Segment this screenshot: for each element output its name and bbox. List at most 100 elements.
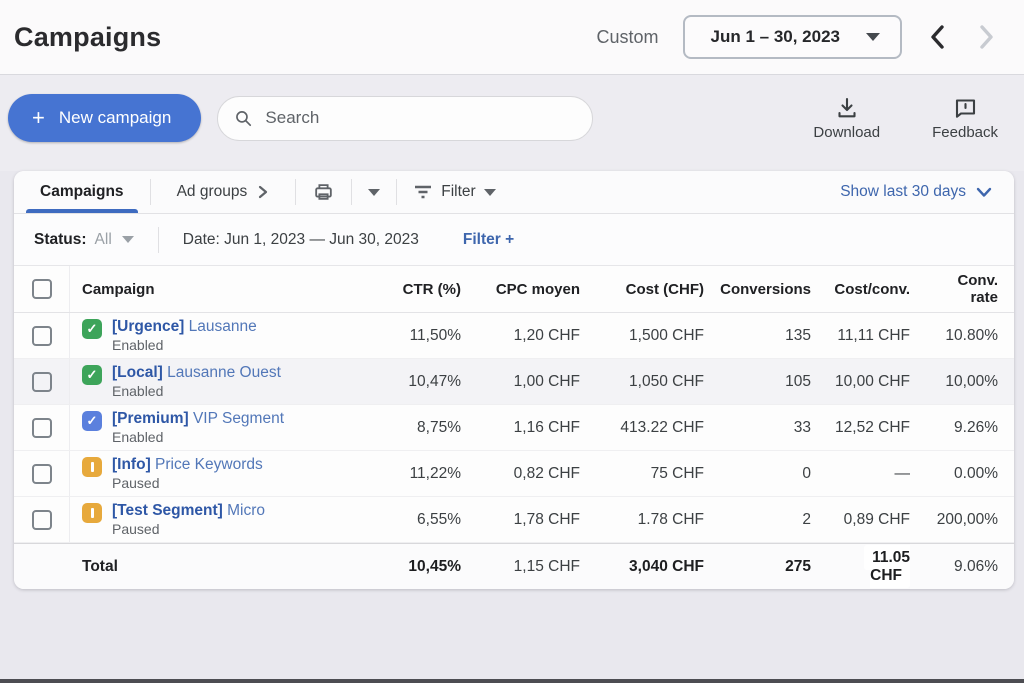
previous-period-button[interactable]: [926, 23, 950, 51]
show-last-label: Show last 30 days: [840, 183, 966, 200]
row-checkbox[interactable]: [31, 417, 52, 438]
row-checkbox-cell: [14, 451, 70, 496]
chevron-left-icon: [931, 25, 944, 49]
campaign-status: Enabled: [112, 429, 164, 446]
conv-rate-cell: 9.26%: [954, 418, 998, 436]
add-filter-button[interactable]: Filter +: [462, 230, 515, 248]
feedback-icon: [955, 98, 975, 118]
row-checkbox[interactable]: [31, 371, 52, 392]
campaign-link[interactable]: [Local] Lausanne Ouest: [112, 364, 281, 381]
selected-status-icon: ✓: [82, 410, 102, 431]
download-label: Download: [813, 123, 881, 141]
column-header-ctr[interactable]: CTR (%): [402, 280, 461, 298]
feedback-label: Feedback: [932, 123, 998, 141]
conv-rate-cell: 10.80%: [945, 326, 998, 344]
column-header-cost-conv[interactable]: Cost/conv.: [834, 280, 910, 298]
page-title: Campaigns: [14, 21, 162, 52]
search-input[interactable]: [265, 108, 577, 128]
top-header: Campaigns Custom Jun 1 – 30, 2023: [0, 0, 1024, 75]
campaign-link[interactable]: [Test Segment] Micro: [112, 502, 265, 519]
paused-status-icon: [82, 502, 102, 523]
divider: [157, 226, 159, 253]
toolbar: + New campaign Download Feedback: [0, 75, 1024, 171]
new-campaign-button[interactable]: + New campaign: [8, 94, 202, 142]
filter-label: Filter: [441, 183, 476, 200]
cost-cell: 413.22 CHF: [620, 418, 704, 436]
campaign-status: Enabled: [112, 383, 164, 400]
column-header-campaign[interactable]: Campaign: [82, 280, 155, 298]
campaign-name-bracket: [Test Segment]: [112, 501, 223, 519]
conversions-cell: 33: [793, 418, 811, 436]
total-cost: 3,040 CHF: [629, 557, 704, 575]
ctr-cell: 6,55%: [417, 510, 461, 528]
total-cpc: 1,15 CHF: [513, 557, 580, 575]
chevron-right-icon: [259, 185, 268, 199]
column-header-cpc[interactable]: CPC moyen: [495, 280, 580, 298]
total-row: Total 10,45% 1,15 CHF 3,040 CHF 275 11.0…: [14, 543, 1014, 589]
cost-conv-cell: 0,89 CHF: [843, 510, 910, 528]
download-button[interactable]: Download: [813, 96, 880, 141]
campaign-name: Lausanne: [188, 317, 257, 335]
chevron-down-icon: [976, 187, 992, 197]
chevron-down-icon: [866, 33, 880, 41]
filter-button[interactable]: Filter: [397, 171, 511, 213]
print-button[interactable]: [296, 171, 351, 213]
chevron-down-icon: [483, 188, 496, 196]
paused-status-icon: [82, 456, 102, 477]
next-period-button[interactable]: [974, 23, 998, 51]
campaign-cell: ✓ [Local] Lausanne Ouest Enabled: [70, 364, 382, 399]
toolbar-actions: Download Feedback: [813, 96, 998, 141]
table-row: [Info] Price Keywords Paused 11,22% 0,82…: [14, 451, 1014, 497]
status-value: All: [94, 230, 112, 248]
row-checkbox-cell: [14, 405, 70, 450]
ctr-cell: 11,22%: [409, 464, 461, 482]
total-cost-conv-value: 11.05 CHF: [864, 544, 910, 588]
columns-dropdown-button[interactable]: [352, 171, 396, 213]
date-range-value: Jun 1 – 30, 2023: [710, 27, 840, 46]
select-all-checkbox[interactable]: [31, 279, 52, 299]
tab-campaigns[interactable]: Campaigns: [14, 171, 150, 213]
ctr-cell: 11,50%: [409, 326, 461, 344]
total-conversions: 275: [785, 557, 811, 575]
tab-ad-groups-label: Ad groups: [176, 183, 248, 200]
campaign-cell: [Test Segment] Micro Paused: [70, 502, 382, 537]
status-filter-dropdown[interactable]: Status: All: [34, 231, 134, 249]
column-header-conv-rate[interactable]: Conv. rate: [957, 272, 998, 306]
campaign-link[interactable]: [Urgence] Lausanne: [112, 318, 257, 335]
enabled-status-icon: ✓: [82, 318, 102, 339]
tab-ad-groups[interactable]: Ad groups: [151, 171, 296, 213]
campaign-cell: ✓ [Urgence] Lausanne Enabled: [70, 318, 382, 353]
cost-conv-cell: 10,00 CHF: [835, 372, 910, 390]
cost-cell: 75 CHF: [650, 464, 704, 482]
row-checkbox[interactable]: [31, 325, 52, 346]
campaign-link[interactable]: [Info] Price Keywords: [112, 456, 263, 473]
cost-cell: 1.78 CHF: [637, 510, 704, 528]
row-checkbox[interactable]: [31, 463, 52, 484]
campaign-name: Micro: [227, 501, 266, 519]
conv-rate-cell: 10,00%: [945, 372, 998, 390]
table-row: ✓ [Local] Lausanne Ouest Enabled 10,47% …: [14, 359, 1014, 405]
search-box[interactable]: [217, 95, 594, 141]
campaign-status: Paused: [112, 475, 160, 492]
campaign-name-bracket: [Local]: [112, 363, 163, 381]
cost-cell: 1,050 CHF: [629, 372, 704, 390]
campaign-link[interactable]: [Premium] VIP Segment: [112, 410, 284, 427]
cpc-cell: 1,78 CHF: [513, 510, 580, 528]
table-header-row: Campaign CTR (%) CPC moyen Cost (CHF) Co…: [14, 266, 1014, 313]
plus-icon: +: [32, 105, 45, 130]
row-checkbox-cell: [14, 359, 70, 404]
new-campaign-label: New campaign: [58, 108, 172, 127]
campaign-name-bracket: [Premium]: [112, 409, 189, 427]
row-checkbox-cell: [14, 497, 70, 542]
table-tabbar: Campaigns Ad groups: [14, 171, 1014, 214]
row-checkbox[interactable]: [31, 509, 52, 530]
column-header-cost[interactable]: Cost (CHF): [625, 280, 704, 298]
feedback-button[interactable]: Feedback: [932, 96, 998, 141]
conversions-cell: 2: [802, 510, 811, 528]
show-last-30-days-button[interactable]: Show last 30 days: [818, 171, 1014, 213]
date-range-dropdown[interactable]: Jun 1 – 30, 2023: [682, 15, 902, 59]
total-label: Total: [82, 557, 118, 575]
column-header-conversions[interactable]: Conversions: [720, 280, 811, 298]
total-ctr: 10,45%: [408, 557, 461, 575]
campaign-name-bracket: [Info]: [112, 455, 151, 473]
